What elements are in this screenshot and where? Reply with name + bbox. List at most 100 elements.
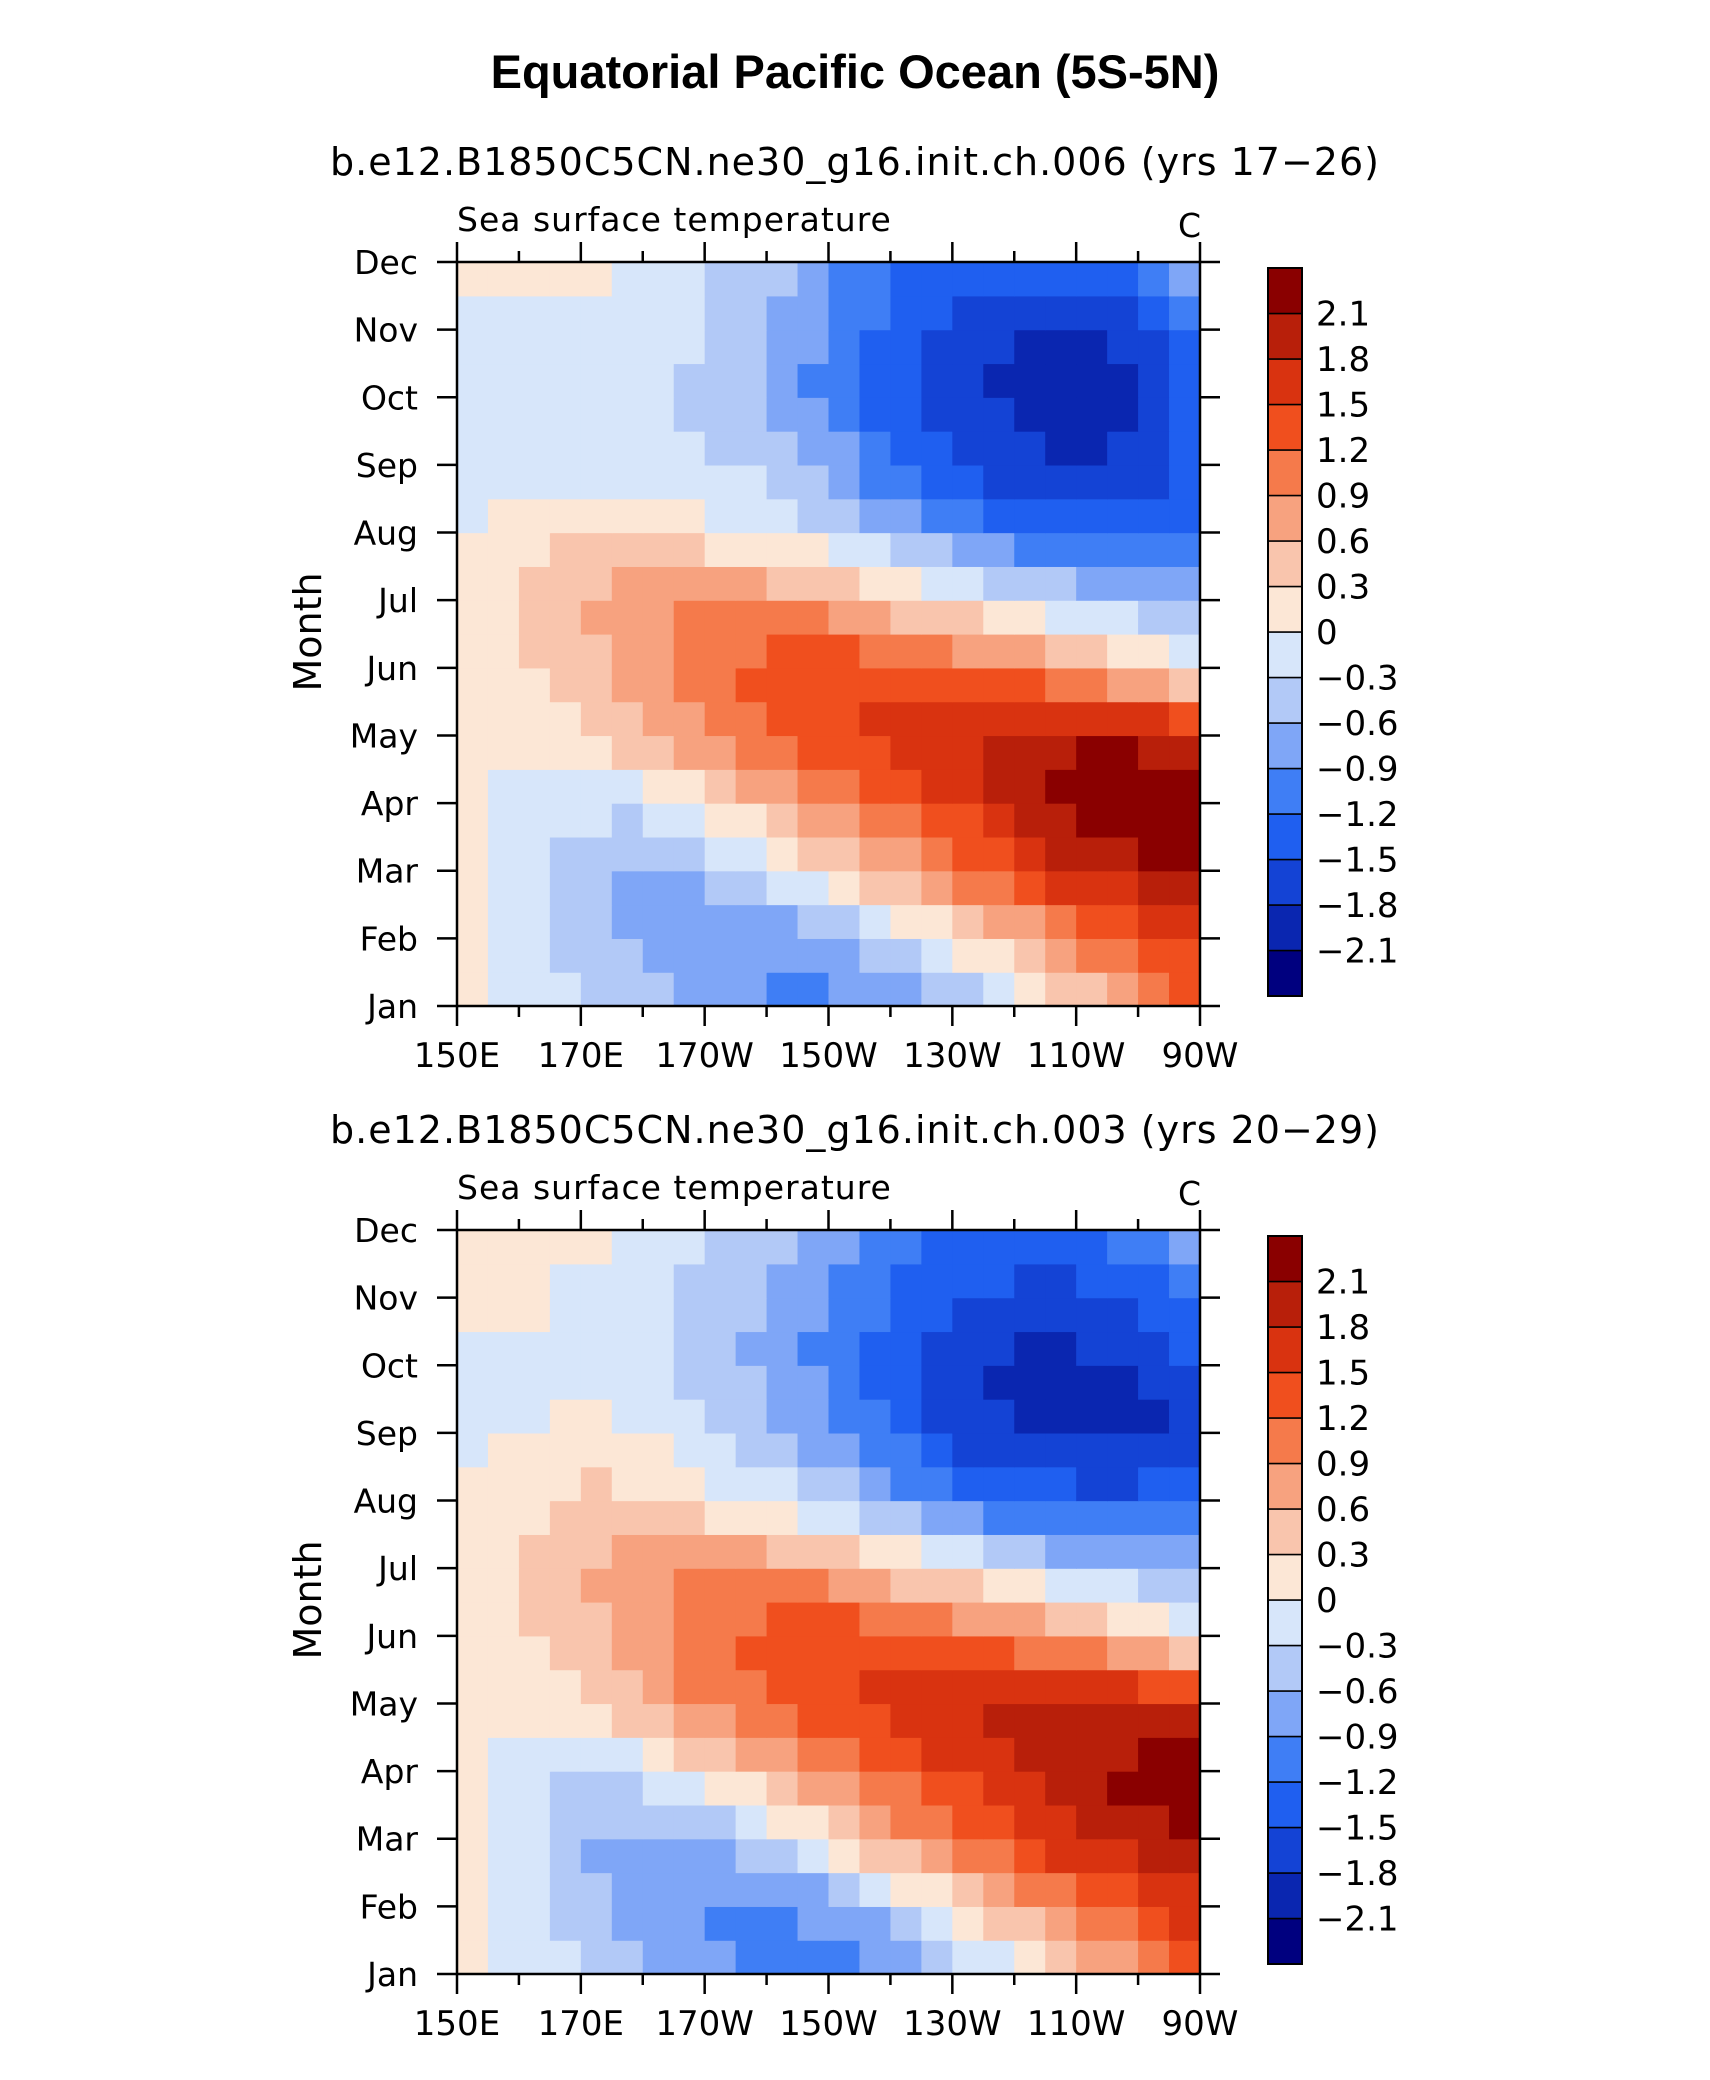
contour-cell <box>611 1771 644 1806</box>
contour-cell <box>890 1669 922 1705</box>
contour-cell <box>797 600 830 635</box>
contour-cell <box>921 431 953 466</box>
contour-cell <box>642 1703 675 1738</box>
colorbar-box <box>1267 1781 1303 1829</box>
contour-cell <box>704 1365 737 1400</box>
contour-cell <box>457 431 489 466</box>
contour-cell <box>673 803 706 838</box>
contour-cell <box>1107 1331 1139 1366</box>
contour-cell <box>797 363 830 398</box>
contour-field <box>457 1230 1200 1974</box>
contour-cell <box>457 1906 489 1941</box>
contour-cell <box>766 1534 799 1569</box>
contour-cell <box>1107 1466 1139 1502</box>
contour-cell <box>673 1669 706 1705</box>
contour-cell <box>457 938 489 973</box>
contour-cell <box>1169 1331 1200 1366</box>
contour-cell <box>642 938 675 973</box>
contour-cell <box>1045 1432 1077 1468</box>
contour-cell <box>549 769 582 804</box>
contour-cell <box>673 1838 706 1874</box>
contour-cell <box>983 329 1015 365</box>
contour-cell <box>487 498 520 534</box>
y-tick-label: Apr <box>361 784 419 823</box>
contour-cell <box>1169 1534 1200 1569</box>
contour-cell <box>673 1365 706 1400</box>
contour-cell <box>642 566 675 601</box>
contour-cell <box>766 1940 799 1974</box>
contour-cell <box>828 904 861 939</box>
contour-cell <box>673 701 706 737</box>
contour-cell <box>1107 667 1139 703</box>
contour-cell <box>797 803 830 838</box>
contour-cell <box>797 701 830 737</box>
contour-cell <box>1107 870 1139 906</box>
contour-cell <box>890 1568 922 1603</box>
contour-cell <box>1076 532 1108 567</box>
contour-cell <box>1138 1771 1170 1806</box>
contour-cell <box>735 701 768 737</box>
contour-cell <box>735 295 768 331</box>
colorbar-label: 0 <box>1316 613 1338 653</box>
contour-cell <box>580 1872 613 1907</box>
colorbar-label: −1.5 <box>1316 1809 1399 1849</box>
contour-cell <box>921 1399 953 1434</box>
x-tick-label: 90W <box>1162 2004 1239 2044</box>
contour-cell <box>890 532 922 567</box>
contour-cell <box>735 938 768 973</box>
contour-cell <box>1014 1635 1046 1671</box>
contour-cell <box>859 870 892 906</box>
contour-cell <box>983 600 1015 635</box>
contour-cell <box>983 1365 1015 1400</box>
contour-cell <box>828 431 861 466</box>
contour-cell <box>735 904 768 939</box>
contour-cell <box>890 1872 922 1907</box>
contour-cell <box>828 1399 861 1434</box>
contour-cell <box>952 735 984 770</box>
contour-cell <box>704 498 737 534</box>
y-tick-label: Jul <box>376 581 418 620</box>
contour-cell <box>1138 836 1170 872</box>
contour-cell <box>1138 1804 1170 1840</box>
contour-cell <box>797 634 830 669</box>
contour-cell <box>983 769 1015 804</box>
contour-cell <box>549 1399 582 1434</box>
contour-cell <box>859 769 892 804</box>
contour-cell <box>921 1703 953 1738</box>
contour-cell <box>673 634 706 669</box>
contour-cell <box>828 532 861 567</box>
contour-cell <box>611 1703 644 1738</box>
contour-cell <box>549 1838 582 1874</box>
contour-cell <box>580 1230 613 1265</box>
contour-cell <box>518 634 551 669</box>
contour-cell <box>921 735 953 770</box>
contour-cell <box>673 1432 706 1468</box>
contour-cell <box>1107 431 1139 466</box>
colorbar-box <box>1267 358 1303 406</box>
contour-cell <box>890 566 922 601</box>
contour-cell <box>487 1230 520 1265</box>
colorbar-box <box>1267 1735 1303 1783</box>
contour-cell <box>735 1838 768 1874</box>
contour-cell <box>921 1432 953 1468</box>
contour-cell <box>952 1365 984 1400</box>
contour-cell <box>1107 769 1139 804</box>
contour-cell <box>1076 803 1108 838</box>
contour-cell <box>735 735 768 770</box>
contour-cell <box>704 803 737 838</box>
contour-cell <box>704 464 737 500</box>
contour-cell <box>983 1500 1015 1535</box>
contour-cell <box>1045 938 1077 973</box>
contour-cell <box>673 1500 706 1535</box>
contour-cell <box>1138 397 1170 432</box>
contour-cell <box>828 667 861 703</box>
contour-cell <box>1045 1669 1077 1705</box>
contour-cell <box>704 1906 737 1941</box>
contour-cell <box>735 498 768 534</box>
colorbar-label: −2.1 <box>1316 1900 1399 1940</box>
contour-cell <box>580 836 613 872</box>
contour-cell <box>673 769 706 804</box>
contour-cell <box>766 1432 799 1468</box>
contour-cell <box>1169 532 1200 567</box>
contour-cell <box>983 464 1015 500</box>
